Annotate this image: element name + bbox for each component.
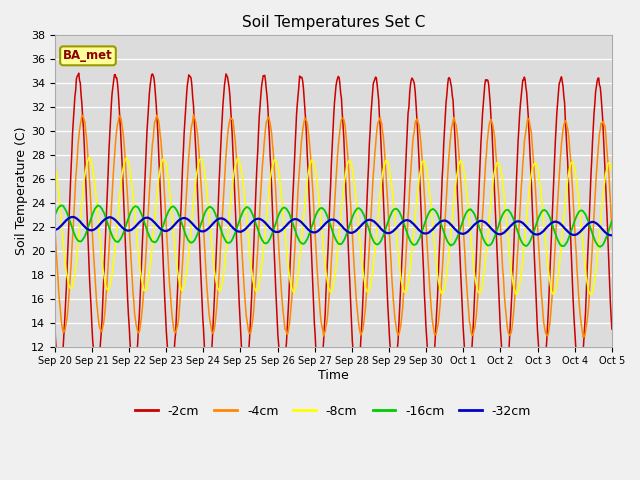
-4cm [61,328,68,334]
-16cm [596,244,604,250]
-16cm [119,231,127,237]
-16cm [61,207,69,213]
Y-axis label: Soil Temperature (C): Soil Temperature (C) [15,127,28,255]
-8cm [85,155,93,160]
-4cm [608,227,616,232]
-16cm [402,226,410,232]
-16cm [205,204,212,210]
Line: -16cm: -16cm [55,205,612,247]
-2cm [205,370,212,376]
-8cm [205,209,212,215]
-16cm [608,218,616,224]
-2cm [119,178,127,184]
-32cm [402,217,410,223]
-8cm [608,167,616,173]
Line: -4cm: -4cm [55,115,612,337]
-2cm [61,315,68,321]
-2cm [402,161,410,167]
-2cm [418,234,426,240]
-32cm [119,225,127,231]
-32cm [175,217,183,223]
-4cm [205,310,212,316]
-16cm [58,203,65,208]
-32cm [607,232,615,238]
-4cm [579,334,587,340]
Line: -32cm: -32cm [55,217,612,235]
Line: -2cm: -2cm [55,73,612,380]
Text: BA_met: BA_met [63,49,113,62]
-4cm [51,222,59,228]
-16cm [51,213,59,218]
-4cm [189,112,197,118]
-8cm [61,256,68,262]
-32cm [68,214,76,220]
-4cm [402,258,410,264]
-4cm [175,314,182,320]
Line: -8cm: -8cm [55,157,612,294]
-2cm [608,326,616,332]
-8cm [586,291,594,297]
-8cm [402,289,410,295]
-2cm [175,241,183,247]
-8cm [418,159,426,165]
-32cm [418,229,426,235]
-32cm [608,232,616,238]
X-axis label: Time: Time [318,369,349,382]
-32cm [51,227,59,233]
-32cm [61,219,68,225]
-16cm [418,228,426,234]
-16cm [175,214,183,219]
-2cm [51,321,59,326]
-32cm [205,225,212,231]
-2cm [75,70,83,76]
-8cm [51,163,59,168]
-8cm [119,167,127,172]
-2cm [575,377,583,383]
-4cm [418,156,426,161]
-4cm [118,123,126,129]
Title: Soil Temperatures Set C: Soil Temperatures Set C [242,15,425,30]
Legend: -2cm, -4cm, -8cm, -16cm, -32cm: -2cm, -4cm, -8cm, -16cm, -32cm [131,400,536,423]
-8cm [175,281,183,287]
